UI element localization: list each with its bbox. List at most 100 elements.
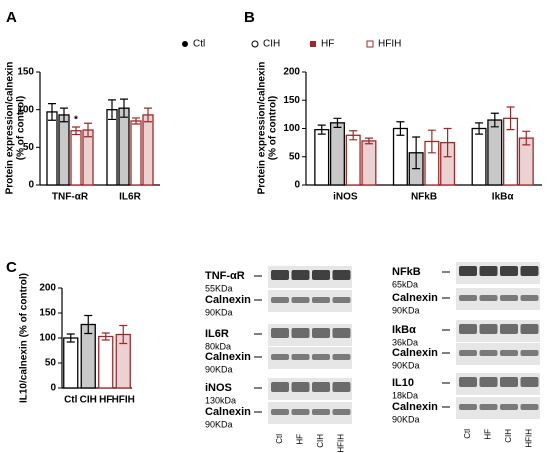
blot-band	[291, 409, 310, 415]
x-tick-label: iNOS	[333, 192, 358, 203]
blot-size: 55KDa	[205, 283, 233, 293]
blot-image	[268, 324, 352, 346]
lane-label: HFIH	[525, 429, 534, 448]
bar	[392, 127, 408, 186]
x-tick-label: HFIH	[112, 395, 135, 406]
x-tick-label: TNF-αR	[52, 192, 89, 203]
blot-band	[332, 270, 351, 280]
blot-label: IL10	[392, 377, 414, 389]
error-bar	[132, 117, 140, 125]
error-bar	[72, 126, 80, 136]
blot-band	[312, 328, 330, 338]
blot-image	[456, 343, 540, 365]
error-bar	[60, 107, 68, 123]
bar	[70, 130, 82, 186]
blot-label: NFkB	[392, 266, 421, 278]
blot-band	[479, 295, 498, 301]
y-tick-label: 100	[283, 123, 300, 134]
bar	[345, 134, 361, 186]
error-bar	[443, 127, 452, 158]
blot-band	[312, 354, 330, 360]
error-bar	[119, 324, 128, 345]
blot-band	[312, 270, 330, 280]
error-bar	[144, 107, 152, 123]
blot-band	[520, 266, 539, 276]
y-tick-label: 100	[39, 333, 56, 344]
blot-band	[479, 377, 498, 387]
blot-label: Calnexin	[392, 292, 438, 304]
lane-label: CIH	[504, 429, 513, 443]
y-tick-label: 50	[45, 358, 57, 369]
y-tick-label: 0	[28, 180, 34, 191]
blot-band	[271, 270, 289, 280]
blot-band	[291, 270, 310, 280]
lane-label: HFIH	[337, 434, 346, 453]
bar	[314, 128, 330, 186]
x-tick-label: Ctl	[64, 395, 78, 406]
blot-band	[271, 409, 289, 415]
lane-label: HF	[484, 429, 493, 440]
y-tick-label: 200	[283, 67, 300, 78]
bar	[471, 127, 487, 186]
blot-size: 90KDa	[392, 305, 420, 315]
y-tick-label: 0	[50, 383, 56, 394]
blot-size: 90KDa	[392, 360, 420, 370]
bar	[142, 114, 154, 186]
error-bar	[506, 106, 515, 131]
error-bar	[317, 124, 326, 135]
blot-band	[271, 354, 289, 360]
blot-size: 65kDa	[392, 279, 418, 289]
bar	[106, 109, 118, 186]
error-bar	[427, 129, 436, 154]
blot-band	[271, 328, 289, 338]
legend-label: HF	[321, 39, 334, 50]
bar	[46, 111, 58, 186]
blot-band	[520, 350, 539, 356]
y-axis-label: IL10/calnexin (% of control)	[19, 273, 30, 403]
x-tick-label: HF	[99, 395, 112, 406]
blot-band	[291, 328, 310, 338]
blot-band	[520, 377, 539, 387]
bar	[487, 119, 503, 186]
blot-band	[459, 266, 477, 276]
y-tick-label: 200	[39, 283, 56, 294]
bar	[118, 107, 130, 186]
x-tick-label: NFkB	[411, 192, 437, 203]
blot-label: Calnexin	[392, 347, 438, 359]
blot-image	[268, 266, 352, 288]
panel-letter: B	[244, 9, 255, 26]
blot-label: TNF-αR	[205, 270, 245, 282]
legend-marker	[182, 41, 188, 47]
blot-band	[291, 297, 310, 303]
error-bar	[475, 122, 484, 135]
error-bar	[120, 98, 128, 118]
blot-size: 18kDa	[392, 390, 418, 400]
blot-image	[268, 378, 352, 400]
bar	[63, 337, 79, 389]
blot-image	[268, 402, 352, 424]
blot-band	[332, 409, 351, 415]
blot-band	[271, 297, 289, 303]
blot-band	[312, 409, 330, 415]
blot-image	[456, 262, 540, 284]
error-bar	[364, 137, 373, 145]
legend-marker	[251, 40, 259, 48]
bar	[98, 335, 114, 389]
blot-image	[268, 347, 352, 369]
lane-label: Ctl	[463, 429, 472, 439]
bar	[361, 140, 377, 186]
x-tick-label: CIH	[80, 395, 97, 406]
blot-band	[500, 377, 518, 387]
error-bar	[522, 130, 531, 146]
blot-image	[456, 288, 540, 310]
blot-band	[291, 382, 310, 392]
blot-band	[520, 324, 539, 334]
blot-band	[332, 297, 351, 303]
bar	[58, 114, 70, 186]
blot-band	[459, 404, 477, 410]
blot-label: Calnexin	[205, 351, 251, 363]
y-axis-label: (% of control)	[268, 96, 279, 160]
blot-image	[456, 397, 540, 419]
y-axis-label: (% of control)	[16, 96, 27, 160]
